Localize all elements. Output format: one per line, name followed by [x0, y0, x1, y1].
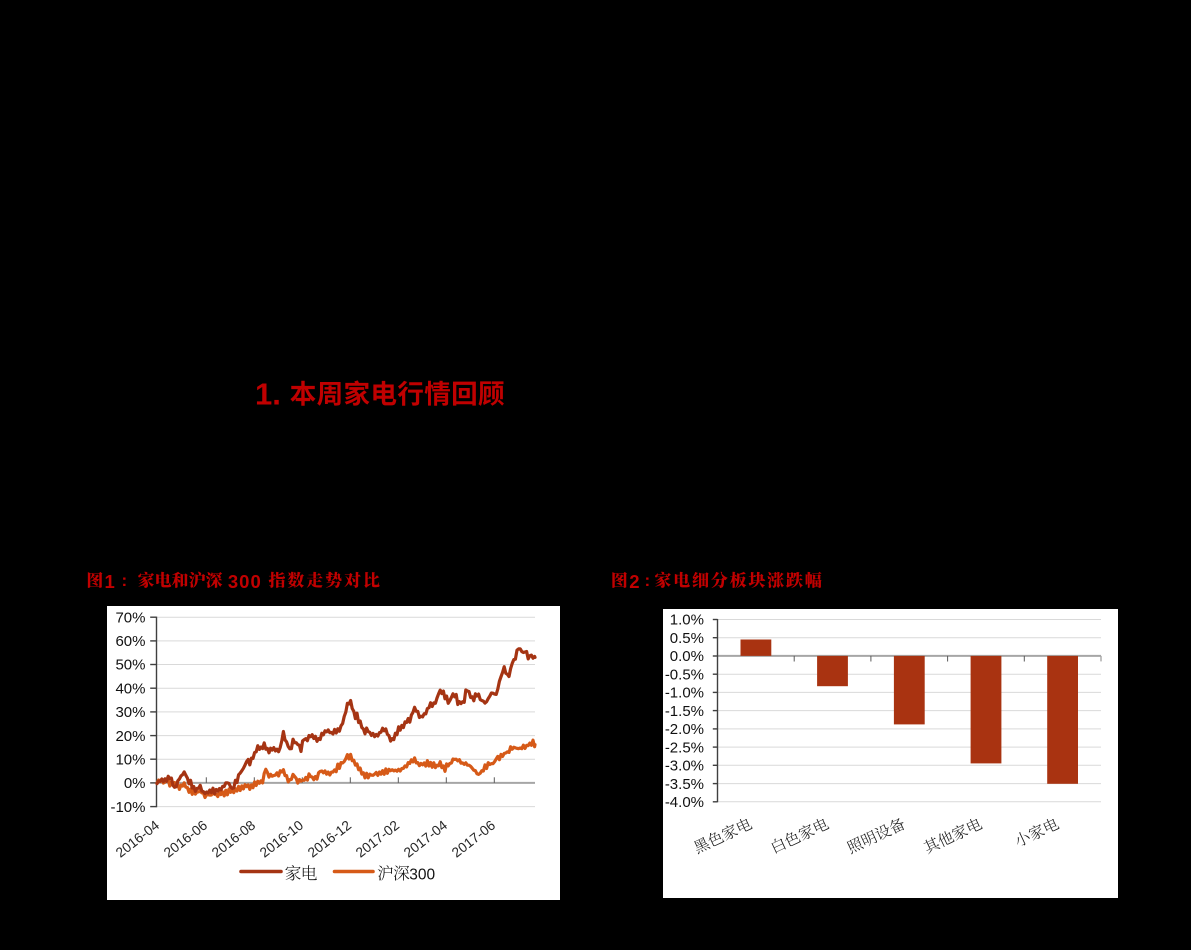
svg-text:-0.5%: -0.5% — [665, 666, 704, 683]
svg-text:-2.5%: -2.5% — [665, 739, 704, 756]
svg-text:40%: 40% — [115, 680, 145, 697]
svg-text:60%: 60% — [115, 633, 145, 650]
svg-text:1.: 1. — [255, 377, 281, 412]
svg-text:1.0%: 1.0% — [670, 612, 704, 629]
svg-text:0%: 0% — [124, 775, 146, 792]
svg-text:50%: 50% — [115, 657, 145, 674]
svg-text:20%: 20% — [115, 728, 145, 745]
svg-text:-1.0%: -1.0% — [665, 685, 704, 702]
svg-text:-10%: -10% — [110, 799, 145, 816]
svg-text:1: 1 — [105, 571, 115, 592]
svg-text:30%: 30% — [115, 704, 145, 721]
svg-text:300: 300 — [409, 866, 435, 883]
svg-text:0.5%: 0.5% — [670, 630, 704, 647]
svg-text:70%: 70% — [115, 609, 145, 626]
svg-text:-4.0%: -4.0% — [665, 794, 704, 811]
svg-text:-3.0%: -3.0% — [665, 758, 704, 775]
svg-text:10%: 10% — [115, 751, 145, 768]
svg-text:-3.5%: -3.5% — [665, 776, 704, 793]
svg-text:-2.0%: -2.0% — [665, 721, 704, 738]
svg-text:0.0%: 0.0% — [670, 648, 704, 665]
svg-text::: : — [122, 571, 128, 590]
svg-text:2: 2 — [629, 571, 639, 592]
svg-text:-1.5%: -1.5% — [665, 703, 704, 720]
svg-text:300: 300 — [228, 571, 262, 592]
svg-text::: : — [645, 571, 651, 590]
